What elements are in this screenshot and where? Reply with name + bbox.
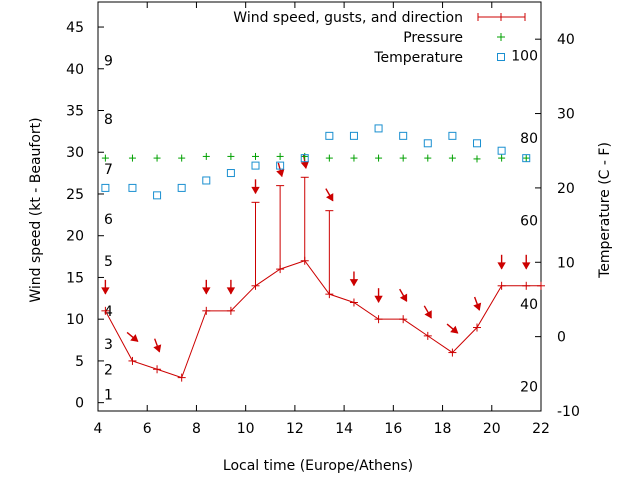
wind-direction-arrowhead xyxy=(153,344,162,353)
beaufort-label: 6 xyxy=(104,212,113,228)
legend-label-temperature: Temperature xyxy=(373,50,463,66)
x-tick-label: 12 xyxy=(286,421,304,437)
y2-tick-label: 10 xyxy=(557,255,575,271)
y2-tick-label: 20 xyxy=(557,181,575,197)
x-tick-label: 8 xyxy=(192,421,201,437)
temperature-point xyxy=(202,176,211,185)
y-tick-label: 25 xyxy=(66,187,84,203)
y-tick-label: 45 xyxy=(66,20,84,36)
fahrenheit-label: 20 xyxy=(520,379,538,395)
temperature-point xyxy=(497,146,506,155)
temperature-point xyxy=(473,139,482,148)
wind-direction-arrowhead xyxy=(101,287,110,295)
temperature-point xyxy=(153,191,162,200)
temperature-point xyxy=(399,131,408,140)
wind-direction-arrowhead xyxy=(473,302,482,311)
temperature-point xyxy=(325,131,334,140)
fahrenheit-label: 100 xyxy=(511,49,538,65)
y-axis-label: Wind speed (kt - Beaufort) xyxy=(28,117,44,302)
temperature-point xyxy=(177,183,186,192)
wind-direction-arrowhead xyxy=(349,279,359,287)
temperature-point xyxy=(276,161,285,170)
fahrenheit-label: 80 xyxy=(520,131,538,147)
wind-direction-arrowhead xyxy=(399,293,408,302)
beaufort-label: 7 xyxy=(104,162,113,178)
x-tick-label: 20 xyxy=(483,421,501,437)
y2-tick-label: -10 xyxy=(557,404,580,420)
x-tick-label: 10 xyxy=(237,421,255,437)
wind-direction-arrowhead xyxy=(300,161,309,169)
temperature-point xyxy=(300,154,309,163)
temperature-point xyxy=(251,161,260,170)
wind-speed-line xyxy=(104,260,541,379)
wind-direction-arrowhead xyxy=(374,295,383,303)
y-tick-label: 30 xyxy=(66,145,84,161)
wind-direction-arrowhead xyxy=(130,334,139,342)
legend-swatch-temperature xyxy=(497,53,505,61)
x-tick-label: 6 xyxy=(143,421,152,437)
x-tick-label: 22 xyxy=(532,421,550,437)
temperature-point xyxy=(349,131,358,140)
wind-direction-arrowhead xyxy=(497,262,506,270)
y-tick-label: 0 xyxy=(75,396,84,412)
y-tick-label: 40 xyxy=(66,62,84,78)
y-tick-label: 35 xyxy=(66,104,84,120)
y-tick-label: 5 xyxy=(75,354,84,370)
beaufort-label: 8 xyxy=(104,112,113,128)
x-tick-label: 4 xyxy=(94,421,103,437)
temperature-point xyxy=(226,169,235,178)
y-tick-label: 20 xyxy=(66,229,84,245)
y2-tick-label: 40 xyxy=(557,32,575,48)
wind-direction-arrowhead xyxy=(424,310,432,319)
beaufort-label: 4 xyxy=(104,304,113,320)
x-tick-label: 18 xyxy=(434,421,452,437)
wind-direction-arrowhead xyxy=(326,193,334,202)
x-tick-label: 14 xyxy=(335,421,353,437)
temperature-point xyxy=(423,139,432,148)
x-tick-label: 16 xyxy=(384,421,402,437)
wind-direction-arrowhead xyxy=(251,186,260,195)
y-tick-label: 10 xyxy=(66,312,84,328)
wind-direction-arrowhead xyxy=(276,169,285,178)
plot-frame: 4 6 8 10 12 14 16 18 20 22051015202530354045-1001… xyxy=(66,1,580,437)
x-axis-label: Local time (Europe/Athens) xyxy=(223,458,413,474)
temperature-point xyxy=(522,154,531,163)
wind-direction-arrowhead xyxy=(522,262,531,270)
temperature-point xyxy=(101,183,110,192)
series-layer xyxy=(101,124,545,382)
y2-tick-label: 30 xyxy=(557,107,575,123)
wind-direction-arrowhead xyxy=(450,325,459,334)
beaufort-label: 2 xyxy=(104,362,113,378)
temperature-point xyxy=(128,183,137,192)
y2-tick-label: 0 xyxy=(557,330,566,346)
plot-border xyxy=(97,1,542,412)
y2-axis-label: Temperature (C - F) xyxy=(597,142,613,279)
temperature-point xyxy=(448,131,457,140)
fahrenheit-label: 40 xyxy=(520,297,538,313)
y-tick-label: 15 xyxy=(66,270,84,286)
wind-direction-arrowhead xyxy=(226,287,236,295)
beaufort-label: 1 xyxy=(104,387,113,403)
legend: Wind speed, gusts, and direction Pressure… xyxy=(233,10,526,66)
legend-label-pressure: Pressure xyxy=(403,30,463,46)
wind-direction-arrowhead xyxy=(202,287,211,295)
beaufort-label: 5 xyxy=(104,254,113,270)
legend-label-wind: Wind speed, gusts, and direction xyxy=(233,10,463,26)
beaufort-label: 3 xyxy=(104,337,113,353)
temperature-point xyxy=(374,124,383,133)
fahrenheit-label: 60 xyxy=(520,214,538,230)
beaufort-label: 9 xyxy=(104,53,113,69)
